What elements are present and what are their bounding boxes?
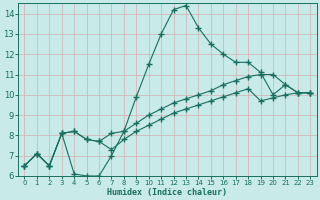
X-axis label: Humidex (Indice chaleur): Humidex (Indice chaleur) xyxy=(108,188,228,197)
